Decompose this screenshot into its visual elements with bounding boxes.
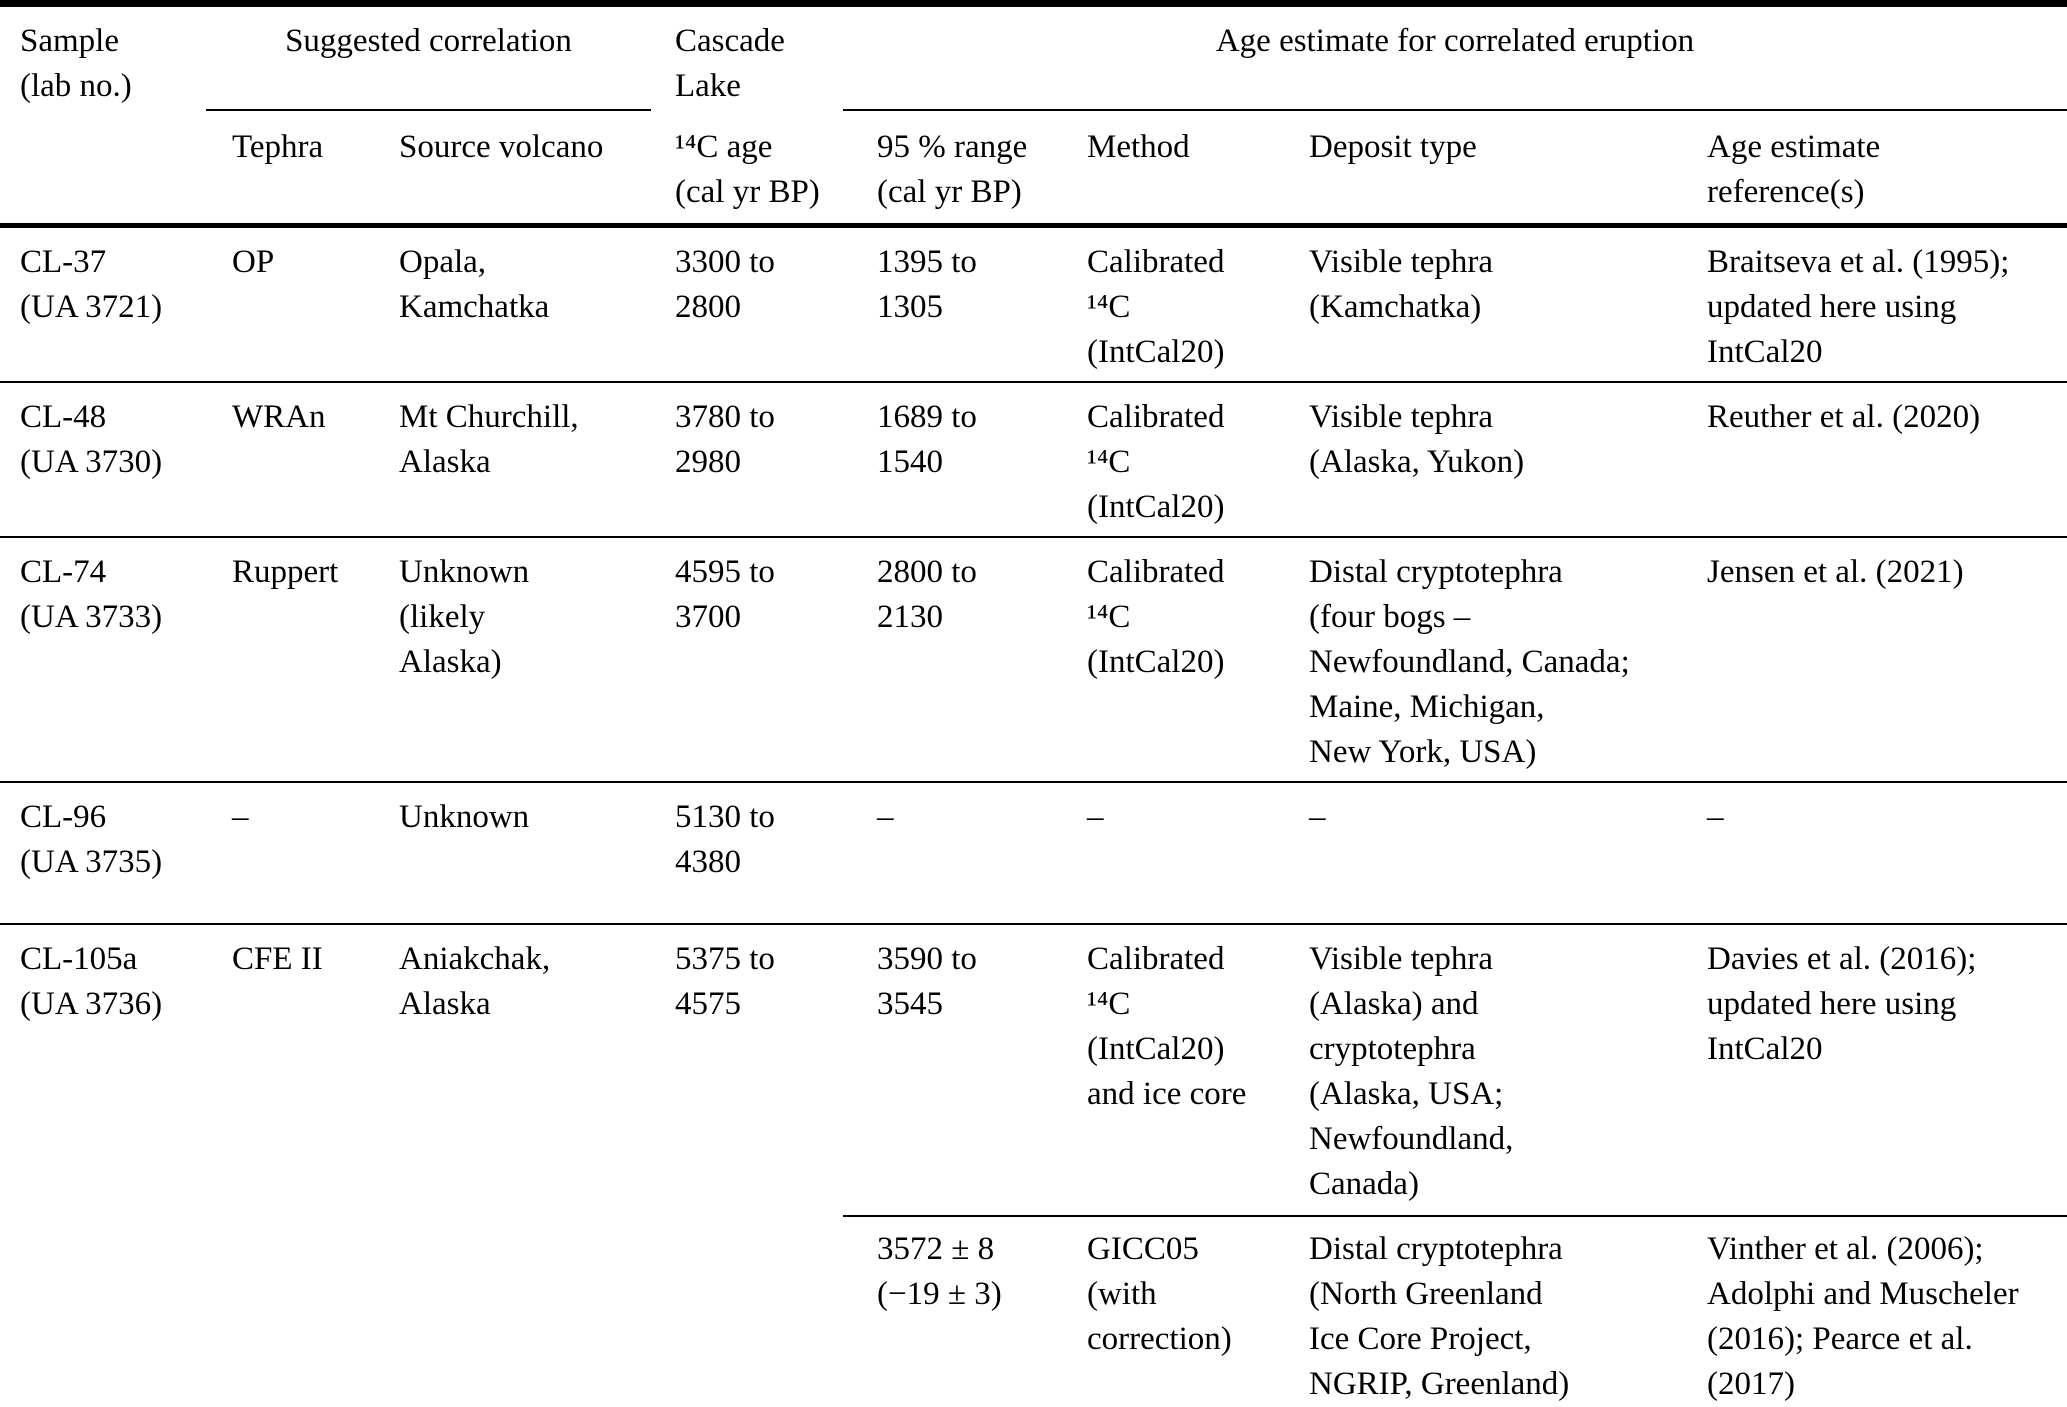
cell-95-range: – bbox=[877, 799, 894, 835]
cell-method: Calibrated ¹⁴C (IntCal20) bbox=[1087, 244, 1225, 370]
row-divider bbox=[0, 781, 2067, 783]
cell-source-volcano: Aniakchak, Alaska bbox=[399, 941, 551, 1022]
rule-top bbox=[0, 0, 2067, 7]
cell-source-volcano: Unknown (likely Alaska) bbox=[399, 554, 530, 680]
cell-deposit-type: Visible tephra (Alaska, Yukon) bbox=[1309, 399, 1525, 480]
column-header-method: Method bbox=[1087, 129, 1190, 165]
column-header-reference: Age estimate reference(s) bbox=[1707, 129, 1881, 210]
column-header-tephra: Tephra bbox=[232, 129, 324, 165]
row-divider bbox=[0, 923, 2067, 925]
cell-deposit-type: Distal cryptotephra (North Greenland Ice… bbox=[1309, 1231, 1570, 1402]
table-header-columns: Tephra Source volcano ¹⁴C age (cal yr BP… bbox=[0, 111, 2067, 223]
cell-tephra: CFE II bbox=[232, 941, 323, 977]
cell-tephra: Ruppert bbox=[232, 554, 339, 590]
cell-tephra: OP bbox=[232, 244, 275, 280]
table-row: CL-74 (UA 3733) Ruppert Unknown (likely … bbox=[0, 538, 2067, 781]
subrow-divider bbox=[843, 1215, 2067, 1217]
cell-reference: Davies et al. (2016); updated here using… bbox=[1707, 941, 1977, 1067]
cell-reference: Reuther et al. (2020) bbox=[1707, 399, 1981, 435]
table-row: CL-96 (UA 3735) – Unknown 5130 to 4380 –… bbox=[0, 783, 2067, 923]
column-header-c14-age: ¹⁴C age (cal yr BP) bbox=[675, 129, 820, 210]
cell-method: Calibrated ¹⁴C (IntCal20) bbox=[1087, 554, 1225, 680]
rule-header-bottom bbox=[0, 223, 2067, 228]
cell-deposit-type: Visible tephra (Alaska) and cryptotephra… bbox=[1309, 941, 1514, 1202]
table-header-groups: Sample (lab no.) Suggested correlation C… bbox=[0, 7, 2067, 109]
table-subrow: 3572 ± 8 (−19 ± 3) GICC05 (with correcti… bbox=[0, 1217, 2067, 1407]
table-row: CL-105a (UA 3736) CFE II Aniakchak, Alas… bbox=[0, 925, 2067, 1215]
cell-sample: CL-37 (UA 3721) bbox=[20, 244, 163, 325]
cell-c14-age: 3300 to 2800 bbox=[675, 244, 775, 325]
table-row: CL-48 (UA 3730) WRAn Mt Churchill, Alask… bbox=[0, 383, 2067, 536]
cell-reference: Braitseva et al. (1995); updated here us… bbox=[1707, 244, 2010, 370]
cell-deposit-type: – bbox=[1309, 799, 1326, 835]
cell-tephra: – bbox=[232, 799, 249, 835]
cell-c14-age: 5130 to 4380 bbox=[675, 799, 775, 880]
cell-method: Calibrated ¹⁴C (IntCal20) bbox=[1087, 399, 1225, 525]
group-header-cascade-lake: Cascade Lake bbox=[675, 23, 785, 104]
cell-95-range: 3572 ± 8 (−19 ± 3) bbox=[877, 1231, 1002, 1312]
cell-reference: Vinther et al. (2006); Adolphi and Musch… bbox=[1707, 1231, 2019, 1402]
cell-sample: CL-96 (UA 3735) bbox=[20, 799, 163, 880]
cell-method: GICC05 (with correction) bbox=[1087, 1231, 1232, 1357]
column-header-95-range: 95 % range (cal yr BP) bbox=[877, 129, 1028, 210]
cell-source-volcano: Mt Churchill, Alaska bbox=[399, 399, 579, 480]
cell-deposit-type: Visible tephra (Kamchatka) bbox=[1309, 244, 1494, 325]
row-divider bbox=[0, 536, 2067, 538]
cell-method: – bbox=[1087, 799, 1104, 835]
cell-c14-age: 4595 to 3700 bbox=[675, 554, 775, 635]
cell-method: Calibrated ¹⁴C (IntCal20) and ice core bbox=[1087, 941, 1247, 1112]
rule-age-estimate bbox=[843, 109, 2067, 111]
cell-95-range: 1689 to 1540 bbox=[877, 399, 977, 480]
cell-95-range: 3590 to 3545 bbox=[877, 941, 977, 1022]
group-header-age-estimate: Age estimate for correlated eruption bbox=[1215, 23, 1695, 59]
cell-c14-age: 3780 to 2980 bbox=[675, 399, 775, 480]
cell-deposit-type: Distal cryptotephra (four bogs – Newfoun… bbox=[1309, 554, 1630, 770]
column-header-deposit-type: Deposit type bbox=[1309, 129, 1477, 165]
cell-tephra: WRAn bbox=[232, 399, 326, 435]
column-header-source-volcano: Source volcano bbox=[399, 129, 604, 165]
header-sample: Sample (lab no.) bbox=[20, 23, 132, 104]
cell-reference: – bbox=[1707, 799, 1724, 835]
cell-source-volcano: Unknown bbox=[399, 799, 530, 835]
cell-95-range: 1395 to 1305 bbox=[877, 244, 977, 325]
cell-source-volcano: Opala, Kamchatka bbox=[399, 244, 550, 325]
group-header-suggested-correlation: Suggested correlation bbox=[285, 23, 572, 59]
rule-suggested-correlation bbox=[206, 109, 651, 111]
cell-reference: Jensen et al. (2021) bbox=[1707, 554, 1964, 590]
cell-sample: CL-105a (UA 3736) bbox=[20, 941, 163, 1022]
table-row: CL-37 (UA 3721) OP Opala, Kamchatka 3300… bbox=[0, 228, 2067, 381]
cell-sample: CL-48 (UA 3730) bbox=[20, 399, 163, 480]
cell-95-range: 2800 to 2130 bbox=[877, 554, 977, 635]
cell-sample: CL-74 (UA 3733) bbox=[20, 554, 163, 635]
group-header-rules bbox=[0, 109, 2067, 111]
row-divider bbox=[0, 381, 2067, 383]
cell-c14-age: 5375 to 4575 bbox=[675, 941, 775, 1022]
subrow-divider-track bbox=[0, 1215, 2067, 1217]
